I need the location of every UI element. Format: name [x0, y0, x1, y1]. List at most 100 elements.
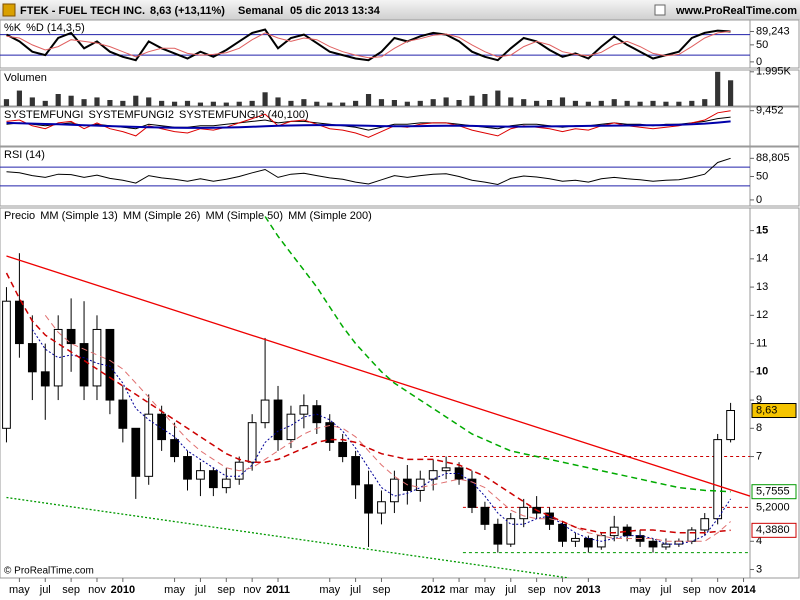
- candle-body: [66, 328, 76, 345]
- candle-body: [325, 422, 335, 443]
- candle-body: [15, 300, 24, 345]
- volume-bar: [327, 102, 333, 106]
- candle-body: [583, 537, 593, 548]
- x-tick-label: 2013: [576, 584, 600, 596]
- legend-entry: SYSTEMFUNGI2: [88, 109, 174, 121]
- volume-bar: [404, 101, 410, 106]
- y-tick-label: 8: [756, 422, 762, 434]
- y-tick-label: 13: [756, 281, 768, 293]
- volume-bar: [184, 100, 191, 106]
- volume-bar: [534, 100, 540, 106]
- candle-body: [247, 422, 257, 463]
- y-tick-label: 10: [756, 366, 768, 378]
- y-tick-label: 0: [756, 56, 762, 68]
- volume-bar: [559, 97, 566, 106]
- candle-body: [648, 540, 658, 548]
- window-icon[interactable]: [654, 4, 666, 16]
- legend-entry: RSI (14): [4, 149, 45, 161]
- x-tick-label: jul: [504, 584, 516, 596]
- candle-body: [700, 518, 710, 531]
- candle-body: [428, 470, 438, 480]
- plot: [0, 157, 750, 187]
- y-tick-label: 15: [756, 225, 768, 237]
- legend-entry: %K: [4, 22, 22, 34]
- volume-bar: [68, 95, 74, 106]
- y-tick-label: 88,805: [756, 152, 790, 164]
- header-bar: [0, 0, 800, 20]
- volume-bar: [611, 99, 617, 106]
- x-tick-label: sep: [62, 584, 80, 596]
- volume-bar: [353, 100, 359, 106]
- volume-bar: [521, 99, 527, 106]
- volume-bar: [94, 97, 100, 106]
- plot: [2, 216, 750, 578]
- value-marker-label: 8,63: [756, 404, 777, 416]
- site: www.ProRealTime.com: [675, 5, 797, 17]
- legend-entry: SYSTEMFUNGI: [4, 109, 83, 121]
- candle-body: [506, 518, 516, 545]
- candle-body: [40, 371, 50, 387]
- x-tick-label: 2010: [111, 584, 135, 596]
- period: Semanal: [238, 5, 283, 17]
- volume-bar: [314, 101, 320, 106]
- volume-bar: [197, 102, 204, 106]
- y-tick-label: 7: [756, 450, 762, 462]
- x-tick-label: may: [319, 584, 340, 596]
- volume-bar: [340, 102, 346, 106]
- y-tick-label: 12: [756, 309, 768, 321]
- x-tick-label: sep: [217, 584, 235, 596]
- y-tick-label: 3: [756, 563, 762, 575]
- x-tick-label: 2011: [266, 584, 290, 596]
- volume-bar: [417, 100, 423, 106]
- y-tick-label: 1.995K: [756, 66, 792, 78]
- volume-bar: [456, 100, 462, 106]
- volume-bar: [546, 100, 553, 106]
- candle-body: [480, 506, 490, 525]
- candle-body: [170, 439, 179, 458]
- legend-entry: MM (Simple 50): [205, 210, 283, 222]
- volume-bar: [689, 100, 695, 106]
- plot: [0, 28, 750, 62]
- volume-bar: [378, 99, 385, 106]
- x-tick-label: jul: [39, 584, 51, 596]
- candle-body: [519, 506, 529, 520]
- y-tick-label: 11: [756, 337, 767, 349]
- candle-body: [441, 467, 451, 472]
- volume-bar: [391, 100, 397, 106]
- volume-bar: [146, 97, 152, 106]
- volume-bar: [650, 100, 656, 106]
- candle-body: [390, 478, 399, 503]
- volume-bar: [210, 101, 216, 106]
- candle-body: [713, 439, 723, 520]
- value-marker: [751, 403, 797, 419]
- x-tick-label: jul: [349, 584, 361, 596]
- legend-entry: MM (Simple 13): [40, 210, 118, 222]
- menu-icon[interactable]: [2, 3, 16, 17]
- level-label: 5,2000: [756, 501, 790, 513]
- volume-bar: [16, 90, 22, 106]
- candle-body: [183, 456, 192, 480]
- series-line: [6, 28, 731, 62]
- volume-bar: [262, 92, 268, 106]
- legend-entry: MM (Simple 200): [288, 210, 372, 222]
- x-tick-label: nov: [554, 584, 572, 596]
- volume-bar: [55, 94, 61, 106]
- candle-body: [571, 537, 580, 542]
- volume-bar: [365, 94, 372, 106]
- candle-body: [493, 523, 503, 545]
- volume-bar: [171, 101, 178, 106]
- series-line: [6, 110, 731, 138]
- x-tick-label: may: [164, 584, 185, 596]
- candle-body: [2, 300, 11, 429]
- candle-body: [273, 399, 283, 441]
- volume-bar: [715, 71, 721, 106]
- plot: [3, 71, 734, 106]
- volume-bar: [159, 100, 165, 106]
- volume-bar: [663, 101, 669, 106]
- volume-bar: [249, 100, 255, 106]
- x-tick-label: sep: [683, 584, 701, 596]
- candle-body: [196, 470, 205, 480]
- x-tick-label: mar: [450, 584, 469, 596]
- y-tick-label: 50: [756, 170, 768, 182]
